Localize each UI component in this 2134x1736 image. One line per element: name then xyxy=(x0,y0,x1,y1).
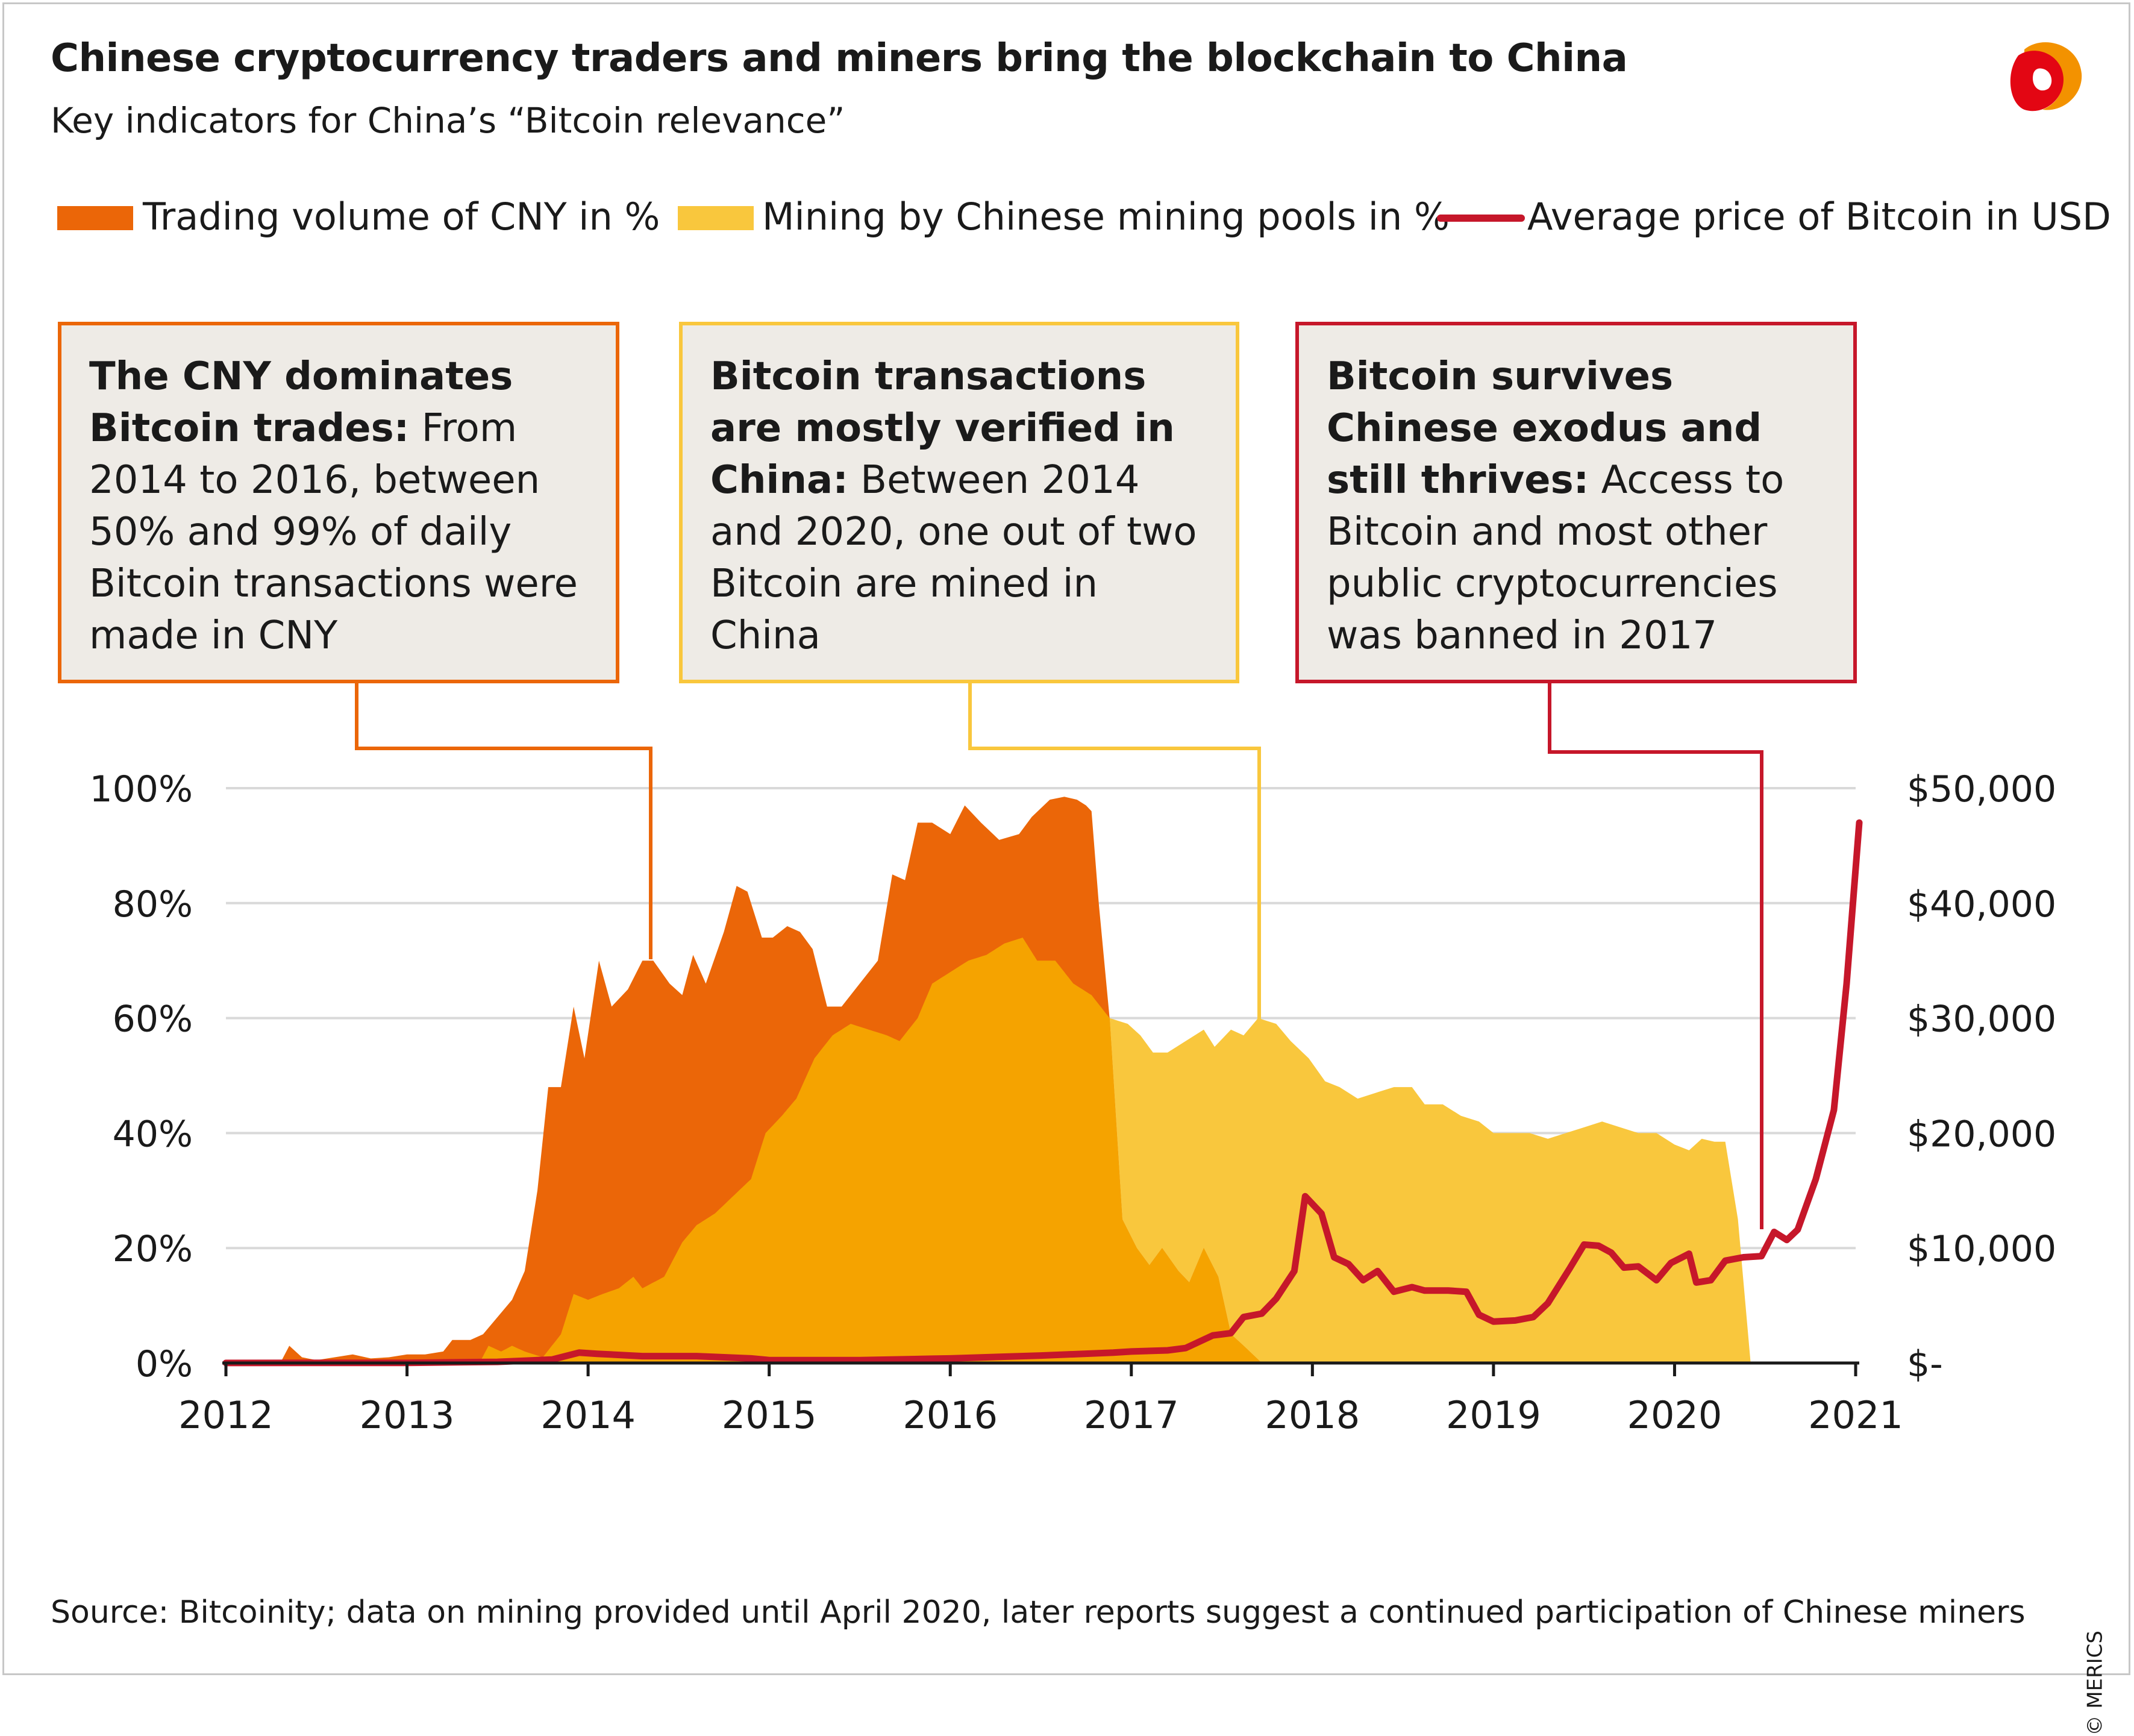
legend-swatch-cny xyxy=(57,206,133,230)
logo-red-shape xyxy=(2010,51,2064,111)
x-tick-label: 2015 xyxy=(722,1393,817,1437)
callout-mining: Bitcoin transactions are mostly verified… xyxy=(679,322,1239,683)
y-right-axis-labels: $- $10,000 $20,000 $30,000 $40,000 $50,000 xyxy=(1907,768,2056,1385)
connector-price xyxy=(1548,683,1763,1229)
callout-price-body: Access to Bitcoin and most other public … xyxy=(1327,458,1785,658)
x-tick-label: 2017 xyxy=(1084,1393,1179,1437)
source-note: Source: Bitcoinity; data on mining provi… xyxy=(51,1594,2026,1631)
y-left-tick-label: 0% xyxy=(136,1343,193,1385)
y-left-tick-label: 60% xyxy=(113,998,193,1041)
copyright: © MERICS xyxy=(2083,1631,2107,1736)
callout-mining-heading: Bitcoin transactions are mostly verified… xyxy=(710,354,1175,503)
chart-frame xyxy=(2,2,2130,1675)
y-right-tick-label: $40,000 xyxy=(1907,883,2056,926)
callout-mining-body: Between 2014 and 2020, one out of two Bi… xyxy=(710,458,1197,658)
y-right-tick-label: $50,000 xyxy=(1907,768,2056,810)
y-right-tick-label: $- xyxy=(1907,1343,1943,1385)
connector-cny xyxy=(355,683,652,959)
x-axis-labels: 2012 2013 2014 2015 2016 2017 2018 2019 2020 2021 xyxy=(178,1393,1903,1437)
x-tick-label: 2012 xyxy=(178,1393,274,1437)
x-tick-label: 2020 xyxy=(1627,1393,1723,1437)
merics-logo xyxy=(2010,42,2082,111)
y-right-tick-label: $30,000 xyxy=(1907,998,2056,1041)
x-tick-label: 2021 xyxy=(1808,1393,1903,1437)
y-left-tick-label: 20% xyxy=(113,1228,193,1270)
legend-swatch-price xyxy=(1437,215,1525,222)
legend-swatch-mining xyxy=(678,206,754,230)
y-left-axis-labels: 0% 20% 40% 60% 80% 100% xyxy=(89,768,193,1385)
series-overlap-area xyxy=(479,938,1262,1363)
callout-cny-heading: The CNY dominates Bitcoin trades: xyxy=(89,354,513,451)
y-right-tick-label: $10,000 xyxy=(1907,1228,2056,1270)
x-tick-label: 2018 xyxy=(1265,1393,1360,1437)
y-right-tick-label: $20,000 xyxy=(1907,1113,2056,1155)
x-tick-label: 2013 xyxy=(360,1393,455,1437)
x-tick-label: 2019 xyxy=(1446,1393,1541,1437)
y-left-tick-label: 100% xyxy=(89,768,193,810)
callout-cny-body: From 2014 to 2016, between 50% and 99% o… xyxy=(89,406,578,658)
legend: Trading volume of CNY in % Mining by Chi… xyxy=(57,193,2111,241)
y-left-tick-label: 80% xyxy=(113,883,193,926)
series-price-line xyxy=(222,819,1863,1367)
callout-price-heading: Bitcoin survives Chinese exodus and stil… xyxy=(1327,354,1762,503)
legend-label-cny: Trading volume of CNY in % xyxy=(143,195,660,239)
chart-title: Chinese cryptocurrency traders and miner… xyxy=(51,36,1628,81)
chart-svg: 0% 20% 40% 60% 80% 100% $- $10,000 $20,000 $30,0… xyxy=(89,683,2056,1437)
x-tick-label: 2016 xyxy=(903,1393,998,1437)
x-axis-ticks xyxy=(224,1363,1857,1376)
callout-cny: The CNY dominates Bitcoin trades: From 2… xyxy=(58,322,619,683)
legend-label-mining: Mining by Chinese mining pools in % xyxy=(762,195,1450,239)
chart-subtitle: Key indicators for China’s “Bitcoin rele… xyxy=(51,100,845,141)
y-left-tick-label: 40% xyxy=(113,1113,193,1155)
legend-label-price: Average price of Bitcoin in USD xyxy=(1527,195,2111,239)
x-tick-label: 2014 xyxy=(540,1393,636,1437)
callout-price: Bitcoin survives Chinese exodus and stil… xyxy=(1295,322,1857,683)
